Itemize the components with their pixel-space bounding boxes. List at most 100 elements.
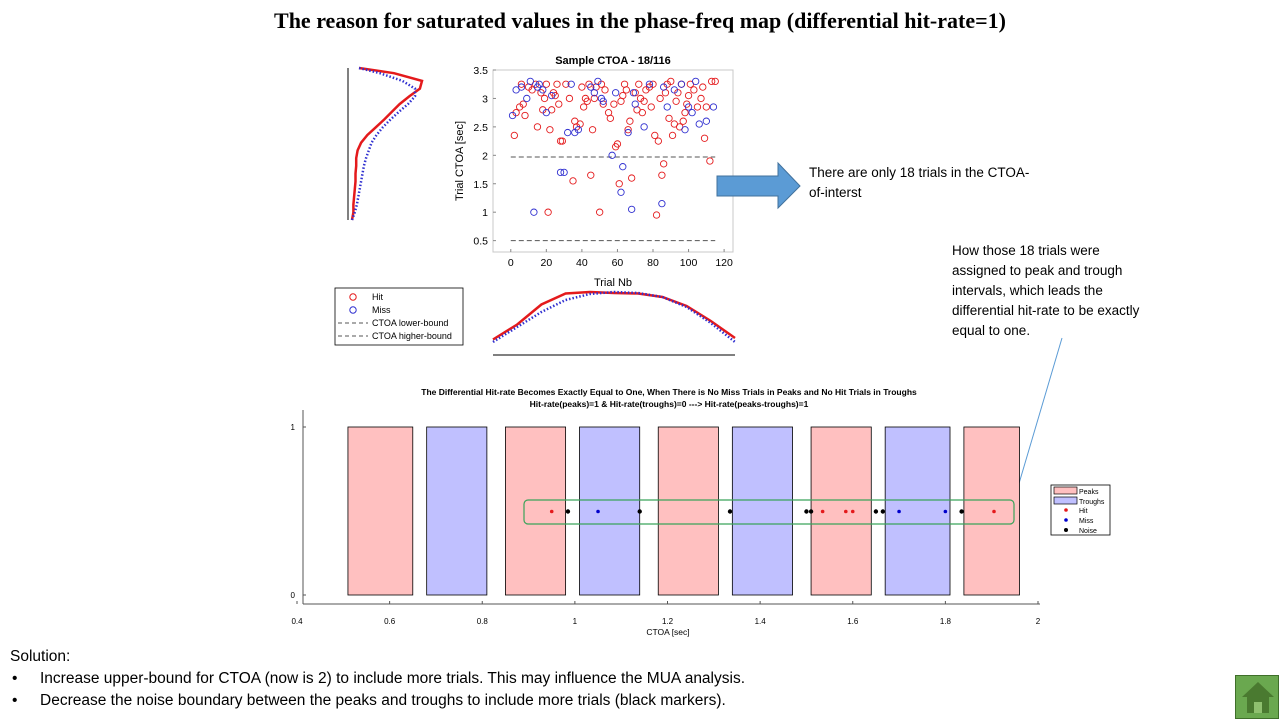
bars-subtitle: Hit-rate(peaks)=1 & Hit-rate(troughs)=0 … [530, 399, 809, 409]
scatter-point-hit [569, 177, 577, 185]
bars-title: The Differential Hit-rate Becomes Exactl… [421, 387, 917, 397]
scatter-point-hit [544, 208, 552, 216]
scatter-point-hit [622, 86, 630, 94]
scatter-point-miss [702, 117, 710, 125]
scatter-point-miss [677, 80, 686, 88]
scatter-point-miss [517, 83, 526, 91]
trial-marker-noise [959, 509, 964, 514]
solution-section: Solution: • Increase upper-bound for CTOA… [10, 646, 745, 712]
scatter-ytick-label: 0.5 [473, 236, 488, 248]
scatter-point-miss [692, 77, 700, 86]
scatter-plot: 0 20 40 60 80 100 120 0.5 1 1.5 2 2.5 3 3.5 [473, 65, 733, 269]
scatter-point-miss [590, 89, 598, 97]
trial-marker-noise [873, 509, 879, 514]
trial-marker-hit [844, 509, 848, 514]
interval-bar-troughs [731, 426, 793, 596]
scatter-point-miss [523, 94, 531, 103]
trial-marker-hit [820, 509, 825, 514]
scatter-xtick-label: 80 [647, 257, 659, 269]
scatter-point-hit [699, 83, 707, 91]
legend-hit-marker [349, 293, 357, 301]
trial-marker-noise [727, 509, 733, 514]
legend-miss-dot [1064, 518, 1068, 522]
scatter-point-miss [594, 77, 602, 86]
solution-item-text: Decrease the noise boundary between the … [40, 692, 726, 709]
scatter-point-miss [663, 103, 671, 111]
legend-troughs-label: Troughs [1079, 499, 1105, 506]
scatter-point-miss [539, 86, 547, 94]
trial-marker-hit [549, 509, 554, 514]
interval-bar-peaks [657, 426, 719, 596]
scatter-point-hit [654, 137, 662, 145]
callout-line [1014, 337, 1063, 498]
bars-xtick-label: 2 [1036, 617, 1041, 626]
scatter-point-hit [679, 117, 687, 125]
scatter-point-miss [670, 86, 678, 94]
interval-bar-troughs [426, 426, 488, 596]
scatter-point-miss [660, 83, 668, 91]
legend-peaks-label: Peaks [1079, 489, 1099, 496]
scatter-point-hit [651, 131, 659, 140]
solution-heading: Solution: [10, 648, 71, 665]
scatter-ytick-label: 1.5 [473, 179, 488, 191]
scatter-point-hit [681, 109, 689, 117]
scatter-point-miss [548, 91, 556, 100]
scatter-point-miss [631, 100, 639, 108]
scatter-point-hit [665, 114, 673, 122]
scatter-point-hit [711, 77, 719, 86]
legend-hit-label: Hit [372, 292, 383, 302]
scatter-point-hit [580, 103, 588, 111]
scatter-point-miss [709, 103, 718, 111]
solution-item: • Increase upper-bound for CTOA (now is 2… [10, 668, 745, 690]
scatter-ytick-label: 1 [482, 207, 488, 219]
scatter-point-miss [612, 89, 620, 97]
scatter-point-hit [647, 103, 655, 111]
scatter-point-hit [558, 137, 566, 145]
scatter-point-hit [587, 171, 595, 179]
interval-bar-peaks [505, 426, 567, 596]
legend-bars-miss-label: Miss [1079, 518, 1094, 525]
scatter-point-hit [533, 123, 542, 131]
scatter-point-hit [555, 100, 563, 108]
scatter-point-hit [706, 157, 714, 165]
scatter-point-miss [564, 128, 572, 137]
bars-xlabel: CTOA [sec] [646, 627, 689, 637]
right-arrow-shape [716, 161, 801, 210]
trial-marker-noise [880, 509, 886, 514]
bars-ytick-label: 1 [291, 423, 296, 432]
trial-marker-noise [804, 509, 809, 514]
scatter-point-miss [640, 123, 648, 131]
scatter-ylabel: Trial CTOA [sec] [454, 121, 466, 201]
home-button[interactable] [1235, 675, 1279, 719]
scatter-point-hit [638, 109, 646, 117]
scatter-point-miss [619, 163, 627, 171]
slide-title: The reason for saturated values in the p… [274, 8, 1006, 33]
scatter-point-hit [588, 126, 597, 134]
trial-marker-noise [808, 509, 814, 514]
scatter-axes-box [492, 69, 734, 253]
scatter-point-miss [526, 77, 534, 86]
legend-peaks-swatch [1053, 486, 1078, 495]
scatter-point-hit [631, 89, 639, 97]
interval-bar-troughs [579, 426, 641, 596]
bars-xtick-label: 0.4 [291, 617, 303, 626]
scatter-xtick-label: 20 [540, 257, 552, 269]
scatter-point-hit [510, 131, 518, 140]
bullet-icon: • [12, 670, 18, 687]
home-icon [1242, 682, 1274, 713]
scatter-point-hit [684, 91, 693, 100]
scatter-point-hit [652, 211, 661, 219]
scatter-point-hit [610, 100, 618, 108]
bars-xtick-label: 1.2 [662, 617, 674, 626]
trial-marker-hit [850, 509, 855, 514]
scatter-point-hit [583, 97, 591, 105]
bars-xtick-label: 1 [573, 617, 578, 626]
trial-marker-miss [943, 509, 948, 514]
bars-legend: Peaks Troughs Hit Miss Noise [1050, 484, 1111, 536]
trial-marker-noise [565, 509, 571, 514]
scatter-point-hit [667, 77, 675, 86]
scatter-point-miss [560, 168, 568, 177]
scatter-point-miss [574, 126, 582, 134]
scatter-point-miss [684, 103, 693, 111]
scatter-point-hit [606, 114, 614, 122]
